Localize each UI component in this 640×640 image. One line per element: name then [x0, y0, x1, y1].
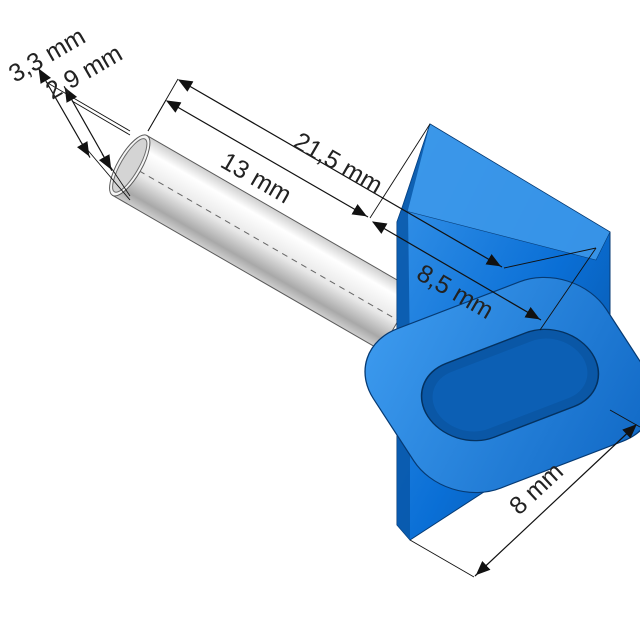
- insulation-plug: [342, 124, 640, 553]
- diagram-stage: 3,3 mm2,9 mm21,5 mm13 mm8,5 mm8 mm: [0, 0, 640, 640]
- dim-overall-length: 21,5 mm: [289, 127, 387, 200]
- diagram-svg: 3,3 mm2,9 mm21,5 mm13 mm8,5 mm8 mm: [0, 0, 640, 640]
